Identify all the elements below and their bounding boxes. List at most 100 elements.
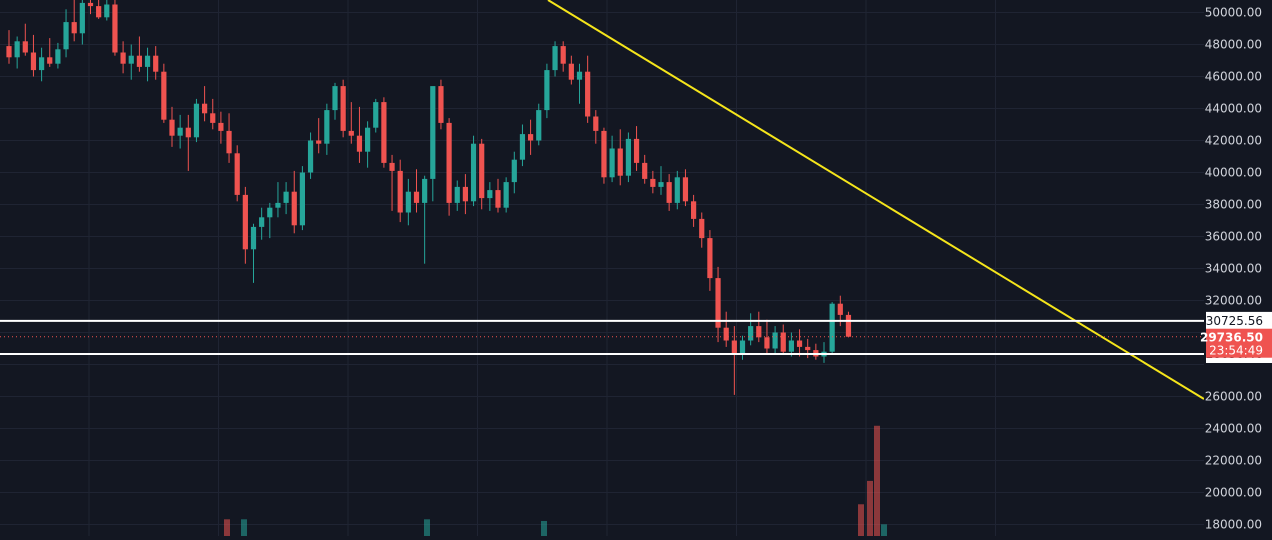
candle[interactable] xyxy=(340,79,346,138)
candle[interactable] xyxy=(552,41,558,77)
candle[interactable] xyxy=(658,166,664,195)
candle[interactable] xyxy=(707,230,713,291)
candle[interactable] xyxy=(666,174,672,211)
candle[interactable] xyxy=(112,0,118,56)
candle[interactable] xyxy=(593,110,599,144)
candle[interactable] xyxy=(723,311,729,347)
candle[interactable] xyxy=(813,343,819,360)
candle[interactable] xyxy=(748,313,754,346)
candle[interactable] xyxy=(153,46,159,80)
candle[interactable] xyxy=(136,36,142,72)
candle[interactable] xyxy=(6,30,12,64)
candle[interactable] xyxy=(560,41,566,72)
candle[interactable] xyxy=(422,175,428,264)
candle[interactable] xyxy=(324,103,330,155)
candle[interactable] xyxy=(691,194,697,227)
candle[interactable] xyxy=(365,121,371,168)
candle[interactable] xyxy=(348,102,354,144)
trendline[interactable] xyxy=(547,0,1205,400)
candle[interactable] xyxy=(120,41,126,74)
candle[interactable] xyxy=(609,135,615,183)
candle[interactable] xyxy=(259,207,265,240)
candle[interactable] xyxy=(625,132,631,183)
candle[interactable] xyxy=(780,324,786,355)
candle[interactable] xyxy=(674,170,680,210)
candle[interactable] xyxy=(772,326,778,354)
candle[interactable] xyxy=(536,103,542,146)
candle[interactable] xyxy=(79,0,85,45)
candle[interactable] xyxy=(405,178,411,226)
candle[interactable] xyxy=(682,169,689,207)
candle[interactable] xyxy=(87,0,94,15)
candle[interactable] xyxy=(55,42,61,69)
candle[interactable] xyxy=(796,329,803,357)
candle[interactable] xyxy=(30,34,37,77)
candle[interactable] xyxy=(462,174,468,215)
candle[interactable] xyxy=(397,159,403,223)
candle[interactable] xyxy=(389,154,395,211)
candle[interactable] xyxy=(731,326,737,395)
candle[interactable] xyxy=(764,319,770,354)
candle[interactable] xyxy=(756,311,762,343)
candle[interactable] xyxy=(519,124,526,167)
candle[interactable] xyxy=(226,113,232,163)
candle[interactable] xyxy=(104,0,110,21)
candle[interactable] xyxy=(161,63,167,123)
candle[interactable] xyxy=(430,86,436,202)
candle[interactable] xyxy=(316,118,322,154)
candle[interactable] xyxy=(454,180,460,211)
candle[interactable] xyxy=(845,311,852,338)
candle[interactable] xyxy=(829,302,835,354)
candle[interactable] xyxy=(528,119,534,155)
candle[interactable] xyxy=(63,9,69,58)
candle[interactable] xyxy=(446,118,452,216)
candle[interactable] xyxy=(487,182,493,211)
candle[interactable] xyxy=(739,335,746,360)
candle[interactable] xyxy=(503,177,509,213)
candle[interactable] xyxy=(210,98,216,130)
candle[interactable] xyxy=(438,79,444,130)
candle[interactable] xyxy=(283,182,289,215)
candle[interactable] xyxy=(617,129,623,186)
candle[interactable] xyxy=(144,47,151,82)
candle[interactable] xyxy=(299,166,305,231)
candle[interactable] xyxy=(234,145,240,202)
candle[interactable] xyxy=(307,132,314,179)
candle[interactable] xyxy=(47,38,53,67)
candle[interactable] xyxy=(511,151,517,194)
candle[interactable] xyxy=(699,212,705,248)
candle[interactable] xyxy=(128,44,134,80)
candle[interactable] xyxy=(169,106,175,147)
candle[interactable] xyxy=(96,0,102,19)
candle[interactable] xyxy=(218,111,224,144)
candle[interactable] xyxy=(22,23,28,56)
candle[interactable] xyxy=(479,138,485,210)
candle[interactable] xyxy=(715,266,721,343)
candle[interactable] xyxy=(242,186,248,264)
candle[interactable] xyxy=(568,55,574,85)
candle[interactable] xyxy=(585,55,591,123)
candle[interactable] xyxy=(650,170,656,194)
candle[interactable] xyxy=(71,0,77,42)
candle[interactable] xyxy=(805,338,811,359)
candle[interactable] xyxy=(193,98,200,143)
candle[interactable] xyxy=(633,126,640,171)
candle[interactable] xyxy=(495,178,501,213)
candle[interactable] xyxy=(185,114,191,171)
candle[interactable] xyxy=(381,97,387,168)
candle[interactable] xyxy=(275,182,281,218)
candle[interactable] xyxy=(373,98,379,133)
candle[interactable] xyxy=(332,82,338,120)
candle[interactable] xyxy=(14,36,20,69)
candle[interactable] xyxy=(642,154,648,184)
candle[interactable] xyxy=(576,63,583,104)
candle[interactable] xyxy=(821,342,827,363)
candle[interactable] xyxy=(413,169,420,213)
candle[interactable] xyxy=(470,135,477,207)
candle[interactable] xyxy=(202,86,208,122)
candle[interactable] xyxy=(177,114,183,149)
candle[interactable] xyxy=(267,202,273,239)
candle[interactable] xyxy=(788,332,794,357)
